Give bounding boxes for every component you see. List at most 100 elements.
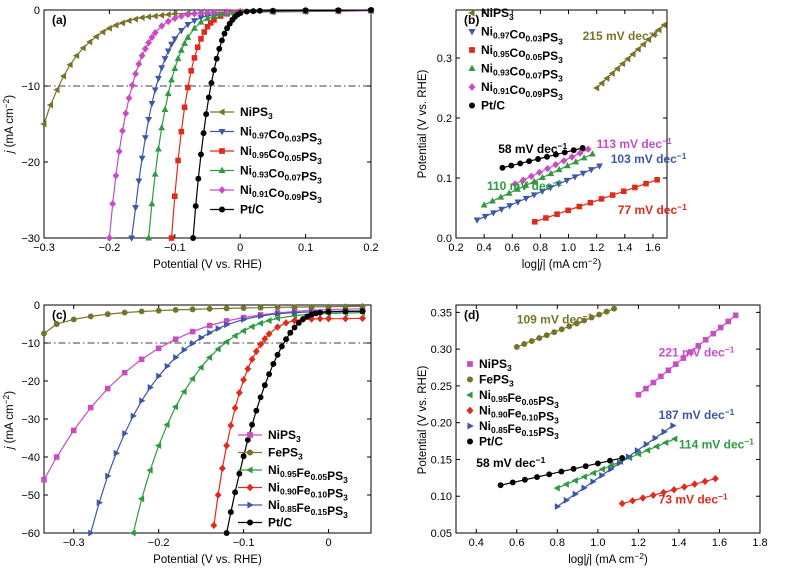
data-point [198, 151, 204, 158]
data-point [513, 343, 520, 350]
series-FePS3 [41, 303, 366, 337]
panel-d: 0.4 0.6 0.8 1.0 1.2 1.4 1.6 1.8 0.05 0.10 0.15 0.20… [417, 304, 768, 566]
data-point [145, 234, 153, 241]
series-NiPS3 [592, 21, 667, 92]
legend-label: Pt/C [481, 99, 505, 113]
data-point [558, 468, 565, 475]
legend-label: NiPS3 [479, 357, 512, 373]
data-point [561, 149, 568, 156]
data-point [335, 7, 342, 14]
series-Ni0.95Co0.05PS3 [168, 7, 374, 241]
data-point [292, 309, 299, 317]
data-point [223, 530, 230, 536]
data-point [184, 21, 192, 29]
data-point [316, 314, 324, 323]
data-point [161, 105, 169, 113]
legend-item: Ni0.85Fe0.15PS3 [238, 498, 348, 520]
data-point [177, 12, 185, 20]
data-point [184, 10, 192, 19]
data-point [564, 162, 571, 169]
slope-annotation: 73 mV dec−1 [659, 492, 728, 507]
data-point [122, 109, 130, 118]
series-FePS3 [513, 305, 618, 350]
legend-item: Ni0.95Co0.05PS3 [210, 144, 322, 166]
legend-label: Ni0.95Fe0.05PS3 [268, 463, 348, 485]
data-point [224, 25, 231, 32]
x-tick-label: −0.1 [233, 537, 255, 549]
data-point [104, 311, 111, 318]
data-point [46, 101, 54, 109]
data-point [188, 68, 194, 74]
data-point [41, 330, 47, 337]
data-point [581, 317, 588, 324]
data-point [560, 157, 568, 165]
data-point [190, 339, 197, 347]
data-point [598, 79, 605, 87]
data-point [634, 450, 642, 458]
legend-item: Ni0.85Fe0.15PS3 [467, 419, 559, 441]
data-point [148, 200, 156, 207]
data-point [265, 330, 273, 338]
data-point [221, 30, 228, 37]
data-point [201, 29, 208, 35]
legend-marker [218, 206, 226, 213]
data-point [527, 172, 535, 180]
x-tick-label: 0.1 [298, 242, 313, 254]
legend-item: Pt/C [210, 203, 264, 217]
data-point [473, 217, 481, 224]
data-point [252, 347, 260, 356]
data-point [86, 38, 93, 46]
legend-marker [246, 466, 253, 474]
data-point [192, 203, 199, 210]
data-point [235, 389, 243, 397]
data-point [218, 37, 225, 44]
y-tick-label: 0.3 [437, 53, 452, 65]
data-point [104, 385, 111, 392]
data-point [598, 196, 605, 202]
data-point [105, 24, 112, 32]
data-point [131, 15, 139, 23]
data-point [579, 170, 587, 177]
data-point [655, 26, 662, 34]
data-point [138, 155, 146, 162]
data-point [138, 308, 145, 315]
data-point [551, 329, 558, 336]
data-point [555, 165, 563, 173]
data-point [701, 477, 709, 486]
data-point [257, 304, 264, 311]
legend-marker [246, 449, 254, 456]
data-point [174, 54, 182, 62]
data-point [158, 65, 166, 72]
data-point [70, 427, 77, 434]
x-tick-label: 0.6 [505, 242, 520, 254]
data-point [231, 332, 238, 340]
y-tick-label: −60 [21, 528, 40, 540]
data-point [223, 8, 231, 16]
data-point [617, 459, 624, 467]
data-point [368, 7, 374, 13]
data-point [128, 235, 136, 242]
data-point [573, 320, 580, 327]
data-point [164, 17, 172, 26]
data-point [652, 434, 659, 442]
plot-frame [455, 9, 668, 239]
data-point [563, 496, 570, 504]
legend-item: Pt/C [468, 99, 505, 113]
data-point [552, 151, 559, 158]
legend-marker [467, 422, 474, 430]
legend-label: NiPS3 [240, 105, 273, 121]
data-point [249, 421, 256, 428]
data-point [521, 341, 528, 347]
data-point [554, 211, 560, 217]
data-point [588, 314, 595, 321]
data-point [121, 309, 128, 316]
data-point [240, 376, 248, 384]
data-point [119, 127, 126, 135]
data-point [644, 36, 652, 43]
data-point [177, 46, 185, 53]
data-point [662, 439, 669, 447]
data-point [584, 145, 592, 153]
data-point [211, 67, 217, 73]
y-tick-label: −10 [21, 81, 40, 93]
y-tick-label: −30 [21, 233, 40, 245]
